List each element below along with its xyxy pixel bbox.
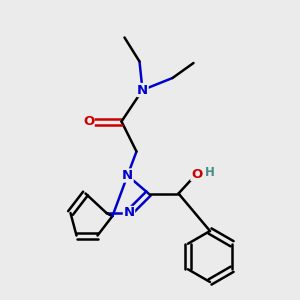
Text: O: O (191, 167, 202, 181)
Text: N: N (122, 169, 133, 182)
Text: N: N (123, 206, 135, 220)
Text: N: N (137, 83, 148, 97)
Text: O: O (83, 115, 94, 128)
Text: H: H (205, 166, 215, 179)
